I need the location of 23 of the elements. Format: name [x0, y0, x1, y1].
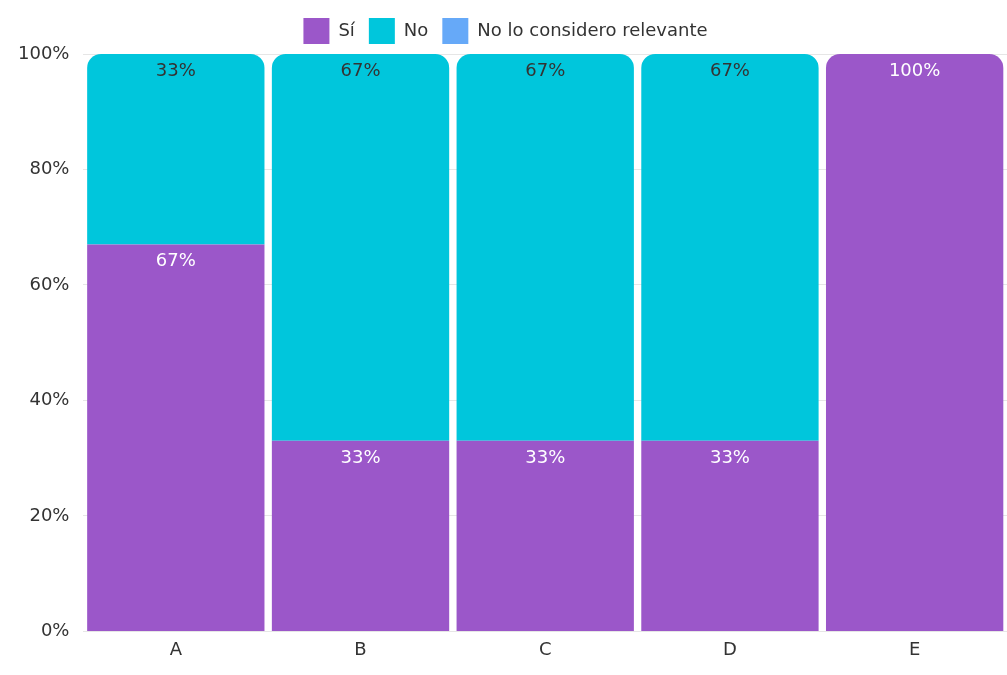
data-label: 33%	[709, 445, 750, 467]
x-tick-label: B	[354, 637, 367, 659]
y-tick-label: 20%	[29, 503, 70, 525]
x-tick-label: C	[538, 637, 552, 659]
x-tick-label: E	[908, 637, 921, 659]
y-tick-label: 80%	[29, 157, 70, 179]
x-tick-label: A	[169, 637, 183, 659]
y-tick-label: 0%	[40, 619, 70, 641]
y-tick-label: 100%	[17, 41, 70, 63]
data-label: 67%	[155, 249, 196, 271]
data-label: 33%	[340, 445, 381, 467]
data-label: 33%	[155, 58, 196, 80]
data-label: 67%	[340, 58, 381, 80]
data-label: 67%	[525, 58, 566, 80]
data-label: 67%	[709, 58, 750, 80]
data-label: 100%	[888, 58, 941, 80]
data-label: 33%	[525, 445, 566, 467]
legend-label: Sí	[338, 18, 356, 40]
y-tick-label: 60%	[29, 272, 70, 294]
legend-label: No	[403, 18, 429, 40]
x-tick-label: D	[723, 637, 737, 659]
legend-label: No lo considero relevante	[477, 18, 708, 40]
y-tick-label: 40%	[29, 388, 70, 410]
